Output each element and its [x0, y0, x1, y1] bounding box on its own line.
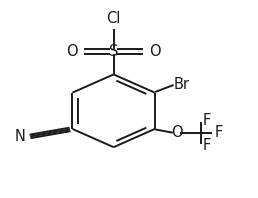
- Text: S: S: [109, 44, 118, 59]
- Text: O: O: [171, 125, 182, 140]
- Text: N: N: [14, 129, 25, 144]
- Text: Br: Br: [174, 77, 190, 92]
- Text: F: F: [202, 113, 211, 128]
- Text: F: F: [202, 138, 211, 153]
- Text: Cl: Cl: [106, 11, 121, 26]
- Text: O: O: [67, 44, 78, 59]
- Text: O: O: [149, 44, 161, 59]
- Text: F: F: [215, 125, 223, 140]
